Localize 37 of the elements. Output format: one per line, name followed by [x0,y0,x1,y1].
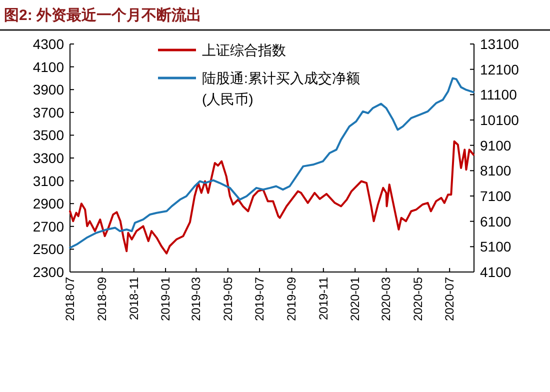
y2-tick-label: 13100 [480,36,520,52]
y2-tick-label: 12100 [480,61,520,78]
x-tick-label: 2020-01 [348,276,362,322]
y-tick-label: 3700 [32,104,64,120]
x-tick-label: 2019-07 [252,276,267,322]
y-tick-label: 2500 [32,241,64,258]
x-tick-label: 2018-11 [126,276,141,320]
y2-tick-label: 9100 [480,137,512,154]
x-tick-label: 2020-05 [410,276,425,322]
y2-tick-label: 5100 [480,238,512,255]
y-tick-label: 3100 [32,172,64,189]
legend-label: 陆股通:累计买入成交净额 (人民币) [202,70,360,107]
x-tick-label: 2019-01 [158,276,173,322]
y2-tick-label: 11100 [480,86,518,103]
y2-tick-label: 8100 [480,162,512,179]
y2-tick-label: 4100 [480,264,512,280]
x-tick-label: 2020-03 [379,276,394,322]
x-tick-label: 2018-07 [63,276,77,322]
y-tick-label: 3500 [32,127,64,144]
x-tick-label: 2019-09 [284,276,299,322]
x-tick-label: 2019-11 [316,276,330,320]
y-tick-label: 2300 [32,264,64,280]
y-tick-label: 3900 [32,82,64,98]
y-tick-label: 2900 [32,196,64,212]
x-tick-label: 2019-03 [189,276,204,322]
x-tick-label: 2020-07 [442,276,457,322]
y-tick-label: 4300 [32,36,64,52]
y-tick-label: 4100 [32,58,64,75]
x-tick-label: 2019-05 [220,276,235,322]
y2-tick-label: 7100 [480,188,512,204]
y-tick-label: 3300 [32,150,64,166]
legend-label: 上证综合指数 [202,42,286,58]
y2-tick-label: 10100 [480,112,520,128]
chart-title: 图2: 外资最近一个月不断流出 [4,6,202,24]
x-tick-label: 2018-09 [95,276,110,322]
y-tick-label: 2700 [32,218,64,234]
y2-tick-label: 6100 [480,213,512,230]
